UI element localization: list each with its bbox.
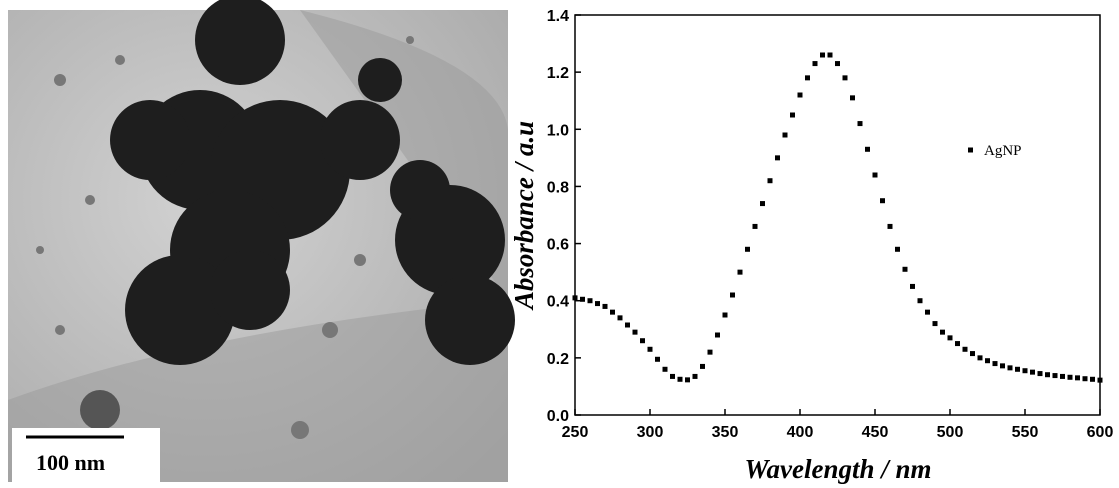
data-point	[925, 309, 930, 315]
x-tick-label: 350	[712, 424, 739, 441]
x-axis-label: Wavelength / nm	[744, 454, 931, 484]
data-point	[1060, 373, 1065, 379]
data-point	[722, 312, 728, 318]
data-point	[842, 75, 848, 81]
data-point	[707, 349, 713, 355]
data-point	[872, 172, 878, 178]
data-point	[917, 298, 923, 304]
data-point	[647, 346, 653, 352]
data-point	[775, 155, 780, 161]
data-point	[902, 266, 908, 272]
data-point	[895, 246, 900, 252]
data-point	[632, 329, 638, 335]
y-tick-label: 0.8	[547, 179, 569, 196]
data-point	[1082, 376, 1088, 382]
legend-marker	[968, 147, 973, 153]
data-point	[655, 356, 660, 362]
data-point	[962, 346, 968, 352]
y-axis-label: Absorbance / a.u	[509, 121, 539, 311]
data-point	[970, 351, 975, 357]
data-point	[572, 295, 578, 301]
data-point	[985, 358, 990, 364]
data-point	[595, 301, 600, 307]
data-point	[602, 303, 608, 309]
data-point	[887, 223, 893, 229]
data-point	[850, 95, 855, 101]
data-point	[820, 52, 825, 58]
data-point	[1007, 365, 1013, 371]
data-point	[880, 198, 885, 204]
x-tick-label: 450	[862, 424, 889, 441]
data-point	[827, 52, 833, 58]
y-tick-label: 0.6	[547, 237, 569, 254]
tem-image: 100 nm	[8, 0, 515, 482]
data-point	[955, 341, 960, 347]
data-point	[617, 315, 623, 321]
data-point	[1015, 366, 1020, 372]
data-point	[1067, 374, 1073, 380]
legend-label: AgNP	[984, 143, 1022, 159]
data-point	[932, 321, 938, 327]
data-point	[812, 61, 818, 67]
data-point	[790, 112, 795, 118]
data-point	[1045, 372, 1050, 378]
data-point	[1022, 368, 1028, 374]
data-point	[992, 361, 998, 367]
y-tick-label: 1.2	[547, 65, 569, 82]
y-tick-label: 0.2	[547, 351, 569, 368]
data-point	[857, 121, 863, 127]
data-point	[940, 329, 945, 335]
data-point	[835, 61, 840, 67]
data-point	[910, 283, 915, 289]
scale-bar-label: 100 nm	[36, 450, 105, 475]
x-tick-label: 550	[1012, 424, 1039, 441]
data-point	[677, 376, 683, 382]
data-point	[692, 373, 698, 379]
x-tick-label: 500	[937, 424, 964, 441]
data-point	[745, 246, 750, 252]
data-point	[737, 269, 743, 275]
x-tick-label: 250	[562, 424, 589, 441]
data-point	[1000, 363, 1005, 369]
data-point	[1052, 373, 1058, 379]
data-point	[730, 292, 735, 298]
data-point	[805, 75, 810, 81]
x-tick-label: 300	[637, 424, 664, 441]
data-point	[1030, 369, 1035, 375]
data-point	[685, 377, 690, 383]
data-point	[715, 332, 720, 338]
data-point	[977, 355, 983, 361]
data-point	[610, 309, 615, 315]
x-tick-label: 600	[1087, 424, 1114, 441]
data-point	[797, 92, 803, 98]
data-point	[662, 366, 668, 372]
y-tick-label: 1.4	[547, 8, 569, 25]
data-point	[670, 373, 675, 379]
data-point	[587, 298, 593, 304]
data-point	[782, 132, 788, 138]
data-point	[700, 363, 705, 369]
data-point	[640, 338, 645, 344]
data-point	[1090, 376, 1095, 382]
x-tick-label: 400	[787, 424, 814, 441]
y-tick-label: 0.0	[547, 408, 569, 425]
data-point	[1097, 377, 1103, 383]
data-point	[580, 296, 585, 302]
y-tick-label: 1.0	[547, 122, 569, 139]
data-point	[760, 201, 765, 207]
data-point	[625, 322, 630, 328]
data-point	[1037, 371, 1043, 377]
data-point	[752, 223, 758, 229]
data-point	[767, 178, 773, 184]
data-point	[1075, 375, 1080, 381]
data-point	[865, 146, 870, 152]
data-point	[947, 335, 953, 341]
plot-frame	[574, 14, 1101, 416]
y-tick-label: 0.4	[547, 294, 569, 311]
